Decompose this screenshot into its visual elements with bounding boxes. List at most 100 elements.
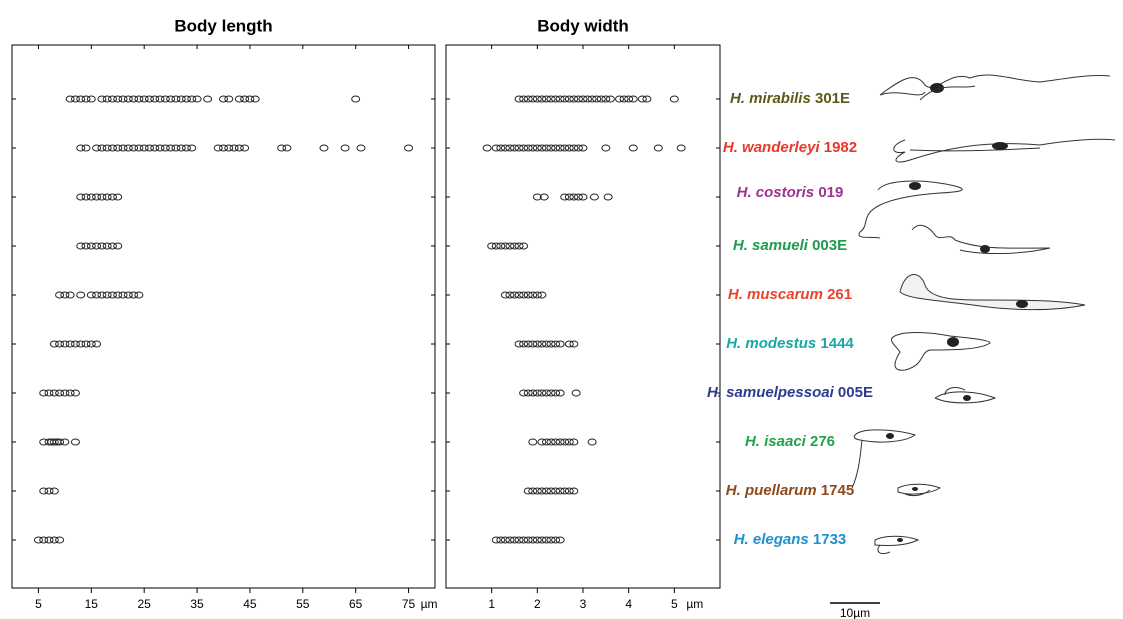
data-point bbox=[505, 536, 515, 544]
data-point bbox=[70, 389, 80, 397]
data-point bbox=[49, 340, 59, 348]
data-point bbox=[519, 389, 529, 397]
data-point bbox=[107, 95, 117, 103]
chart-title: Body width bbox=[537, 16, 629, 35]
data-point bbox=[541, 487, 551, 495]
data-point bbox=[519, 242, 529, 250]
strain: 1733 bbox=[813, 531, 846, 548]
x-tick-label: 1 bbox=[488, 597, 495, 611]
data-point bbox=[81, 340, 91, 348]
data-point bbox=[573, 95, 583, 103]
data-point bbox=[514, 242, 524, 250]
data-point bbox=[86, 242, 96, 250]
data-point bbox=[523, 389, 533, 397]
data-point bbox=[496, 242, 506, 250]
data-point bbox=[528, 340, 538, 348]
strain: 276 bbox=[810, 433, 835, 450]
data-point bbox=[203, 95, 213, 103]
data-point bbox=[176, 144, 186, 152]
data-point bbox=[219, 144, 228, 152]
data-point bbox=[514, 144, 524, 152]
data-point bbox=[532, 487, 542, 495]
scale-bar-label: 10µm bbox=[840, 606, 870, 619]
data-point bbox=[102, 242, 112, 250]
data-point bbox=[551, 438, 561, 446]
x-unit: µm bbox=[421, 597, 438, 611]
species-name: H. samueli bbox=[733, 237, 809, 254]
data-point bbox=[564, 144, 574, 152]
strain: 1745 bbox=[821, 482, 854, 499]
data-point bbox=[107, 144, 117, 152]
data-point bbox=[60, 291, 70, 299]
data-point bbox=[113, 193, 123, 201]
data-point bbox=[277, 144, 287, 152]
data-point bbox=[181, 95, 191, 103]
data-point bbox=[187, 144, 197, 152]
data-point bbox=[537, 438, 547, 446]
data-point bbox=[150, 144, 160, 152]
data-point bbox=[560, 144, 570, 152]
data-point bbox=[642, 95, 652, 103]
data-point bbox=[134, 144, 144, 152]
data-point bbox=[102, 95, 112, 103]
data-point bbox=[65, 291, 75, 299]
data-point bbox=[97, 291, 107, 299]
data-point bbox=[528, 536, 538, 544]
data-point bbox=[619, 95, 629, 103]
data-point bbox=[76, 144, 86, 152]
data-point bbox=[541, 389, 551, 397]
x-tick-label: 5 bbox=[671, 597, 678, 611]
data-point bbox=[510, 291, 519, 299]
data-point bbox=[578, 144, 588, 152]
data-point bbox=[55, 536, 65, 544]
strain: 019 bbox=[818, 184, 843, 201]
data-point bbox=[60, 389, 70, 397]
species-name: H. puellarum bbox=[726, 482, 817, 499]
plot-frame bbox=[445, 44, 721, 589]
data-point bbox=[500, 291, 510, 299]
data-point bbox=[532, 291, 542, 299]
data-point bbox=[134, 95, 144, 103]
data-point bbox=[113, 95, 123, 103]
data-point bbox=[551, 340, 561, 348]
species-name: H. samuelpessoai bbox=[707, 384, 835, 401]
data-point bbox=[181, 144, 191, 152]
data-point bbox=[39, 389, 49, 397]
species-label: H. puellarum 1745 bbox=[726, 482, 854, 499]
x-unit: µm bbox=[686, 597, 703, 611]
data-point bbox=[560, 193, 570, 201]
data-point bbox=[55, 438, 65, 446]
data-point bbox=[155, 144, 165, 152]
data-point bbox=[240, 95, 250, 103]
data-point bbox=[532, 144, 542, 152]
data-point bbox=[49, 536, 59, 544]
data-point bbox=[102, 144, 112, 152]
data-point bbox=[70, 340, 80, 348]
data-point bbox=[224, 144, 234, 152]
data-point bbox=[523, 536, 533, 544]
data-point bbox=[523, 95, 533, 103]
data-point bbox=[669, 95, 679, 103]
data-point bbox=[65, 389, 75, 397]
data-point bbox=[537, 144, 547, 152]
data-point bbox=[60, 438, 70, 446]
x-tick-label: 5 bbox=[35, 597, 42, 611]
data-point bbox=[555, 536, 565, 544]
data-point bbox=[187, 95, 197, 103]
data-point bbox=[49, 389, 59, 397]
data-point bbox=[81, 95, 91, 103]
data-point bbox=[596, 95, 606, 103]
data-point bbox=[340, 144, 350, 152]
species-name: H. elegans bbox=[734, 531, 809, 548]
data-point bbox=[86, 193, 96, 201]
data-point bbox=[160, 144, 170, 152]
data-point bbox=[569, 144, 579, 152]
data-point bbox=[551, 95, 561, 103]
data-point bbox=[537, 536, 547, 544]
species-name: H. wanderleyi bbox=[723, 139, 821, 156]
data-point bbox=[155, 95, 165, 103]
data-point bbox=[234, 95, 244, 103]
data-point bbox=[519, 340, 529, 348]
species-label: H. modestus 1444 bbox=[726, 335, 854, 352]
data-point bbox=[555, 487, 565, 495]
